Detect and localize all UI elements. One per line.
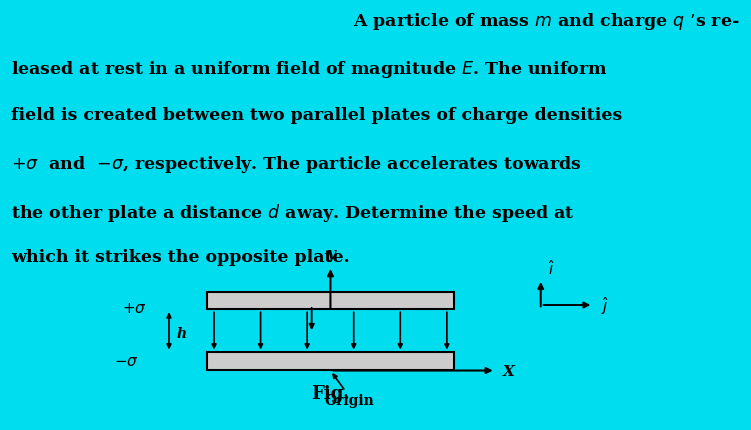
Text: A particle of mass $m$ and charge $q$ ’s re-: A particle of mass $m$ and charge $q$ ’s… [353, 11, 740, 32]
Text: $-\sigma$: $-\sigma$ [114, 353, 139, 368]
Text: leased at rest in a uniform field of magnitude $E$. The uniform: leased at rest in a uniform field of mag… [11, 59, 608, 80]
Text: E: E [334, 292, 345, 306]
Text: h: h [176, 326, 186, 340]
Text: $+\sigma$  and  $-\sigma$, respectively. The particle accelerates towards: $+\sigma$ and $-\sigma$, respectively. T… [11, 154, 582, 175]
Text: Origin: Origin [324, 393, 374, 407]
Text: which it strikes the opposite plate.: which it strikes the opposite plate. [11, 249, 350, 265]
Text: $+\sigma$: $+\sigma$ [122, 300, 146, 315]
Text: $\hat{\imath}$: $\hat{\imath}$ [548, 258, 555, 277]
Text: q: q [298, 289, 308, 302]
Bar [207, 292, 454, 310]
Text: the other plate a distance $d$ away. Determine the speed at: the other plate a distance $d$ away. Det… [11, 201, 575, 223]
Bar [207, 353, 454, 370]
Text: y: y [326, 246, 335, 260]
Text: Fig.: Fig. [311, 384, 350, 402]
Text: $\hat{\jmath}$: $\hat{\jmath}$ [601, 295, 609, 316]
Text: X: X [503, 364, 515, 378]
Text: field is created between two parallel plates of charge densities: field is created between two parallel pl… [11, 107, 623, 123]
